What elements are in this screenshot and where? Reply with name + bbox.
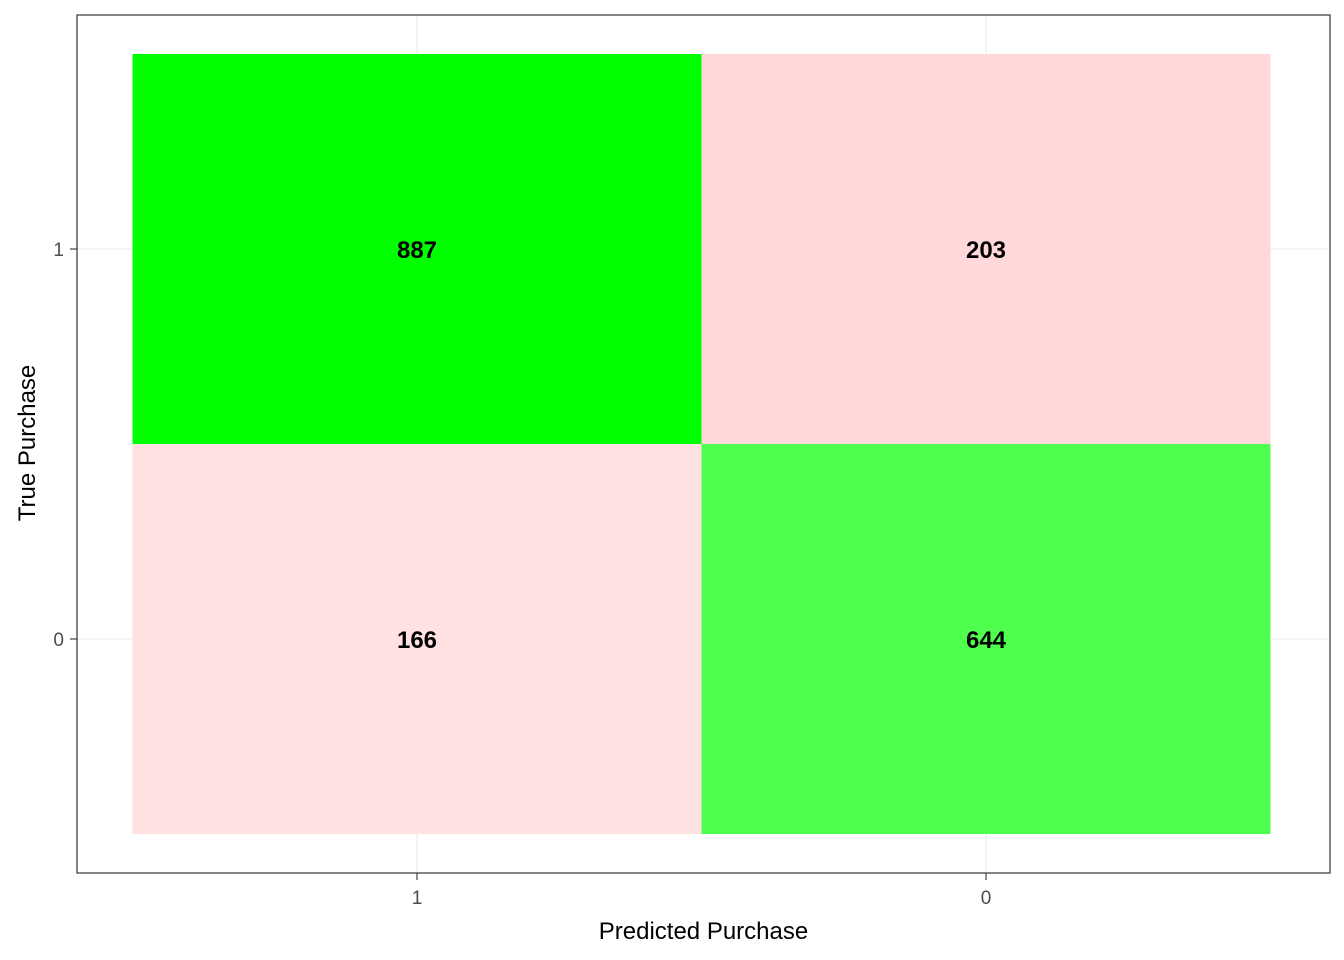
heatmap-cell-pred-1-true-0 [132, 444, 702, 834]
y-tick-label: 1 [53, 240, 64, 261]
cell-value-label: 203 [966, 237, 1006, 264]
cell-value-label: 166 [397, 627, 437, 654]
y-axis-title: True Purchase [14, 365, 41, 522]
heatmap-cell-pred-1-true-1 [132, 54, 702, 444]
cell-value-label: 644 [966, 627, 1007, 654]
heatmap-cell-pred-0-true-0 [701, 444, 1271, 834]
x-axis-title: Predicted Purchase [599, 918, 808, 945]
panel-border [76, 14, 1331, 874]
cell-labels: 887 203 166 644 [397, 237, 1007, 654]
cell-value-label: 887 [397, 237, 437, 264]
x-tick-label: 0 [981, 888, 992, 909]
y-axis: 10 [53, 240, 77, 651]
x-tick-label: 1 [412, 888, 423, 909]
heatmap-cells [132, 54, 1271, 834]
heatmap-cell-pred-0-true-1 [701, 54, 1271, 444]
y-tick-label: 0 [53, 630, 64, 651]
